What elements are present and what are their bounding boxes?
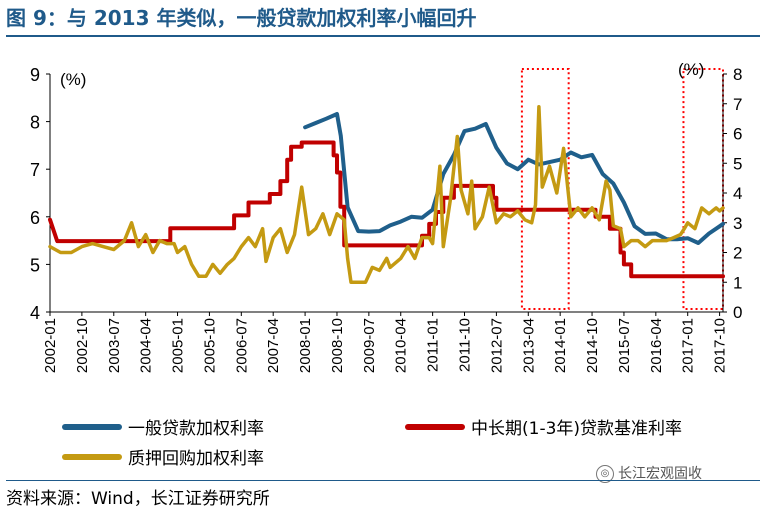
y-left-tick-label: 4 [30,303,40,323]
page-title: 图 9：与 2013 年类似，一般贷款加权利率小幅回升 [6,6,477,30]
y-right-tick-label: 0 [733,303,742,322]
y-right-unit-label: (%) [678,60,704,79]
x-tick-label: 2002-10 [74,318,91,373]
y-left-unit-label: (%) [60,70,86,89]
y-right-tick-label: 4 [733,184,742,203]
x-tick-label: 2008-01 [297,318,314,373]
chart-series [48,104,725,285]
legend-item-general: 一般贷款加权利率 [62,414,264,439]
y-left-tick-label: 8 [30,113,40,133]
series-line-repo [48,104,725,285]
x-tick-label: 2014-01 [552,318,569,373]
y-left-tick-label: 6 [30,208,40,228]
x-tick-label: 2016-04 [648,318,665,373]
y-right-tick-label: 2 [733,244,742,263]
x-tick-label: 2007-04 [265,318,282,373]
x-tick-label: 2017-10 [712,318,729,373]
x-tick-label: 2011-10 [457,318,474,372]
x-tick-label: 2005-10 [201,318,218,373]
chart-axes [46,73,727,316]
x-tick-label: 2004-04 [138,318,155,373]
legend-swatch-repo [62,453,122,460]
legend-item-repo: 质押回购加权利率 [62,444,264,469]
watermark-text: 长江宏观固收 [618,466,702,482]
y-left-tick-label: 9 [30,65,40,85]
watermark: ◎ 长江宏观固收 [596,463,702,483]
legend-label-repo: 质押回购加权利率 [128,449,264,469]
wechat-icon: ◎ [596,465,614,483]
highlight-boxes [520,68,725,310]
y-left-tick-label: 5 [30,255,40,275]
x-tick-label: 2009-07 [361,318,378,373]
x-tick-label: 2011-01 [425,318,442,372]
x-tick-label: 2005-01 [170,318,187,373]
x-tick-label: 2010-04 [393,318,410,373]
y-right-tick-label: 7 [733,95,742,114]
highlight-box-2 [682,68,725,310]
legend-label-general: 一般贷款加权利率 [128,419,264,439]
legend-swatch-benchmark [405,423,465,430]
footer-divider [6,480,760,481]
y-left-tick-label: 7 [30,160,40,180]
x-tick-label: 2008-10 [329,318,346,373]
source-note: 资料来源：Wind，长江证券研究所 [6,489,270,509]
x-tick-label: 2013-04 [520,318,537,373]
x-tick-label: 2006-07 [233,318,250,373]
y-right-tick-label: 6 [733,125,742,144]
highlight-box-1 [520,68,570,310]
y-right-tick-label: 3 [733,214,742,233]
series-line-general [303,112,725,245]
x-tick-label: 2002-01 [42,318,59,373]
chart-labels: 4 5 6 7 8 9 0 1 2 3 4 5 6 7 8 2002-01 2002-10 2003-07 2004… [30,60,742,373]
title-divider [6,35,760,37]
x-tick-label: 2015-07 [616,318,633,373]
y-right-tick-label: 1 [733,273,742,292]
y-right-tick-label: 5 [733,154,742,173]
series-line-benchmark [48,140,725,279]
y-right-tick-label: 8 [733,65,742,84]
x-tick-label: 2014-10 [584,318,601,373]
legend-swatch-general [62,423,122,430]
legend-item-benchmark: 中长期(1-3年)贷款基准利率 [405,414,682,439]
x-tick-label: 2017-01 [680,318,697,373]
legend-label-benchmark: 中长期(1-3年)贷款基准利率 [471,419,683,439]
x-tick-label: 2012-07 [488,318,505,373]
x-tick-label: 2003-07 [106,318,123,373]
